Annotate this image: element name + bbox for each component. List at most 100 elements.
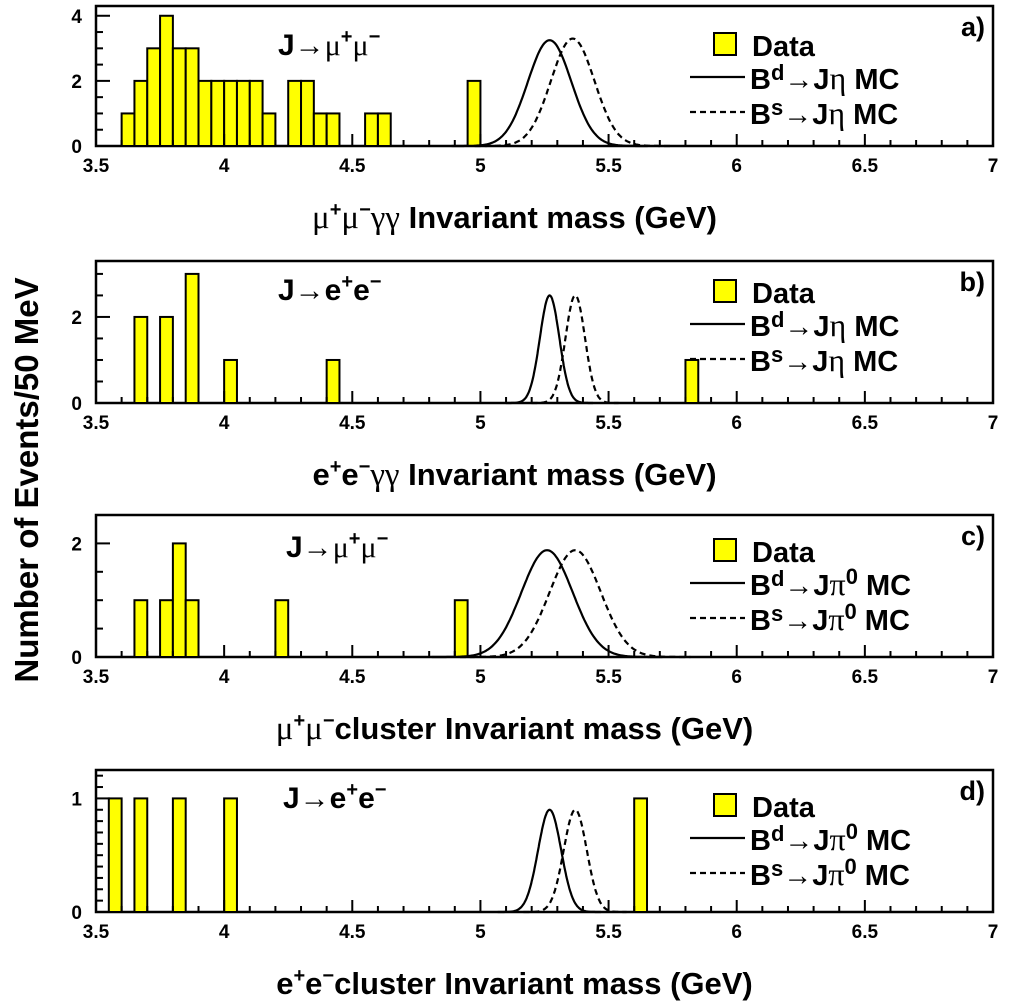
legend-data-swatch [713,279,737,303]
data-bar [159,599,174,659]
legend-data-label: Data [752,792,816,824]
y-tick-label: 2 [71,534,82,555]
x-axis-title: e+​e−​cluster Invariant mass (GeV) [276,965,753,1001]
x-tick-label: 6 [731,156,742,177]
plot-frame [94,768,995,914]
channel-label: J→μ+​μ−​ [278,26,380,62]
x-tick-label: 6 [731,667,742,688]
data-bar [197,79,213,147]
legend-data-swatch [713,793,737,817]
panel-d: 3.5 4 4.5 5 5.5 6 6.5 7 0 1 d) J→e+​e−​ DataBd​→Jπ0 … [71,768,999,1001]
x-tick-label: 7 [988,922,999,943]
x-axis-title: μ+​μ−​cluster Invariant mass (GeV) [276,710,753,747]
channel-label: J→μ+​μ−​ [286,528,388,564]
legend-bd-label: Bd​→Jη MC [750,60,899,96]
y-tick-label: 2 [71,308,82,329]
y-axis-label: Number of Events/50 MeV [8,277,45,682]
x-tick-label: 4 [219,922,230,943]
y-tick-label: 4 [71,7,82,28]
legend-bs-label: Bs​→Jη MC [750,95,898,131]
mc-curve-bs [531,294,619,405]
data-bar [325,358,341,404]
data-bar [159,14,174,148]
x-tick-label: 3.5 [83,922,110,943]
data-bar [133,79,149,147]
legend-data-label: Data [752,537,816,569]
y-tick-label: 1 [71,789,82,810]
x-tick-label: 7 [988,156,999,177]
x-tick-label: 6.5 [852,156,879,177]
y-tick-label: 0 [71,648,82,669]
mc-curve-bd [431,549,663,659]
x-tick-label: 6.5 [852,413,879,434]
data-bar [312,112,328,148]
x-tick-label: 5 [475,667,486,688]
x-tick-label: 4.5 [339,922,366,943]
data-bar [146,47,162,147]
x-tick-label: 5.5 [595,922,622,943]
legend-bs-label: Bs​→Jη MC [750,342,898,378]
x-tick-label: 6.5 [852,922,879,943]
legend-bs-label: Bs​→Jπ0 MC [750,599,910,637]
channel-label: J→e+​e−​ [278,271,381,307]
data-bar [223,797,238,914]
x-tick-label: 6 [731,922,742,943]
x-axis-title: e+​e−​γγ Invariant mass (GeV) [312,456,716,493]
data-bar [235,79,251,147]
data-bar [120,112,136,148]
data-bar [133,797,149,914]
x-tick-label: 5 [475,156,486,177]
data-bar [184,47,200,147]
data-bar [159,315,174,404]
x-tick-label: 4.5 [339,667,366,688]
data-bar [171,542,187,659]
data-bar [210,79,226,147]
data-bar [171,47,187,147]
panel-label: b) [960,267,985,297]
x-tick-label: 5.5 [595,156,622,177]
y-tick-label: 0 [71,137,82,158]
y-tick-label: 2 [71,72,82,93]
panel-label: d) [960,776,985,806]
data-bar [261,112,277,148]
x-tick-label: 3.5 [83,156,110,177]
data-bar [223,79,238,147]
data-bar [274,599,290,659]
x-tick-label: 4 [219,667,230,688]
mc-curve-bs [523,808,627,914]
legend-bs-label: Bs​→Jπ0 MC [750,854,910,892]
data-bar [364,112,379,148]
y-tick-label: 0 [71,394,82,415]
data-bar [184,599,200,659]
x-tick-label: 5.5 [595,413,622,434]
panel-c: 3.5 4 4.5 5 5.5 6 6.5 7 0 2 c) J→μ+​μ−​ DataBd​→Jπ0 … [71,513,998,747]
data-bar [107,797,123,914]
data-bar [300,79,315,147]
data-bar [171,797,187,914]
mc-curve-bs [459,549,691,659]
x-tick-label: 3.5 [83,413,110,434]
plot-frame [94,4,995,148]
data-bar [223,358,238,404]
x-tick-label: 5 [475,922,486,943]
mc-curve-bd [505,294,593,405]
legend-bd-label: Bd​→Jη MC [750,307,899,343]
x-tick-label: 3.5 [83,667,110,688]
y-tick-label: 0 [71,903,82,924]
x-tick-label: 5.5 [595,667,622,688]
mc-curve-bs [474,37,671,148]
legend-bd-label: Bd​→Jπ0 MC [750,564,911,602]
x-tick-label: 6 [731,413,742,434]
legend-data-label: Data [752,31,816,63]
data-bar [633,797,649,914]
x-tick-label: 4 [219,156,230,177]
x-tick-label: 7 [988,413,999,434]
data-bar [133,315,149,404]
x-tick-label: 6.5 [852,667,879,688]
data-bar [184,272,200,404]
x-tick-label: 4.5 [339,413,366,434]
legend-data-label: Data [752,278,816,310]
data-bar [466,79,482,147]
legend-data-swatch [713,32,737,56]
